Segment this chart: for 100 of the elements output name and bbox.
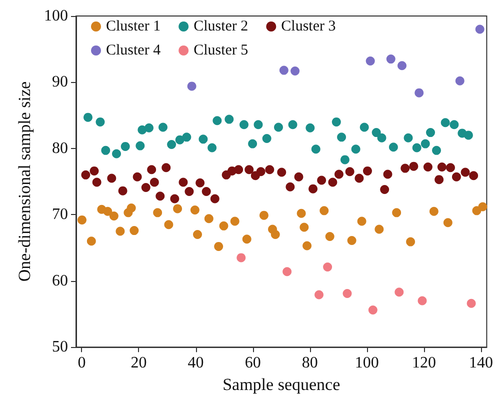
point — [455, 76, 464, 86]
point — [118, 186, 128, 196]
point — [340, 155, 350, 164]
point — [314, 290, 324, 300]
point — [153, 208, 162, 218]
point — [400, 164, 410, 173]
x-tick-label: 140 — [469, 354, 493, 372]
point — [96, 117, 105, 126]
point — [446, 163, 455, 172]
point — [450, 120, 459, 130]
point — [107, 174, 116, 183]
point — [460, 168, 470, 177]
point — [478, 202, 488, 212]
point — [366, 56, 375, 66]
point — [277, 168, 286, 177]
y-tick-label: 80 — [52, 140, 68, 157]
point — [440, 118, 450, 128]
x-tick-label: 80 — [302, 354, 318, 372]
point — [414, 88, 424, 98]
point — [380, 185, 390, 194]
point — [354, 174, 364, 183]
point — [406, 237, 416, 246]
point — [328, 178, 338, 187]
point — [141, 183, 150, 192]
y-tick-label: 50 — [52, 338, 68, 356]
point — [274, 122, 283, 132]
point — [224, 114, 234, 124]
point — [320, 206, 329, 216]
point — [368, 306, 378, 315]
point — [386, 54, 396, 64]
point — [306, 123, 315, 132]
legend-label: Cluster 4 — [106, 42, 162, 58]
point — [394, 288, 404, 297]
point — [170, 194, 180, 204]
point — [254, 120, 263, 130]
point — [126, 204, 136, 213]
point — [290, 66, 300, 76]
point — [288, 120, 298, 130]
point — [452, 172, 461, 182]
point — [383, 170, 392, 179]
point — [332, 117, 341, 126]
point — [372, 128, 381, 138]
y-tick-label: 70 — [52, 206, 68, 224]
point — [198, 134, 208, 144]
y-tick-label: 60 — [52, 272, 68, 290]
point — [147, 165, 156, 174]
point — [302, 241, 312, 250]
point — [351, 144, 360, 154]
point — [360, 122, 369, 132]
point — [92, 178, 102, 187]
point — [300, 222, 309, 232]
point — [279, 66, 288, 75]
point — [150, 178, 159, 187]
point — [242, 234, 252, 244]
point — [212, 116, 222, 126]
point — [420, 139, 430, 148]
x-axis-title: Sample sequence — [222, 375, 340, 394]
point — [311, 144, 320, 154]
point — [404, 133, 413, 142]
y-tick-label: 100 — [44, 8, 68, 24]
point — [469, 171, 478, 180]
point — [164, 220, 174, 230]
legend-label: Cluster 3 — [281, 18, 336, 34]
point — [214, 242, 224, 251]
point — [426, 128, 436, 138]
point — [429, 206, 438, 216]
point — [377, 133, 386, 142]
point — [236, 253, 246, 262]
point — [317, 176, 326, 185]
point — [270, 230, 280, 240]
point — [265, 165, 274, 174]
point — [210, 194, 220, 204]
point — [190, 206, 200, 215]
x-tick-label: 40 — [188, 354, 204, 372]
x-tick-label: 60 — [244, 354, 261, 372]
point — [193, 230, 202, 240]
point — [294, 172, 304, 182]
point — [167, 140, 176, 149]
point — [296, 208, 306, 218]
point — [388, 142, 398, 152]
legend-label: Cluster 2 — [194, 18, 248, 34]
legend-label: Cluster 1 — [106, 18, 161, 34]
point — [337, 132, 346, 142]
point — [81, 170, 90, 180]
point — [158, 122, 168, 132]
point — [90, 166, 99, 176]
point — [156, 192, 165, 201]
point — [286, 182, 295, 192]
point — [244, 165, 254, 174]
point — [392, 208, 402, 218]
point — [443, 218, 452, 228]
point — [86, 236, 96, 246]
x-tick-label: 0 — [78, 354, 86, 372]
point — [184, 186, 194, 196]
point — [308, 184, 318, 194]
point — [103, 206, 112, 216]
point — [475, 24, 484, 34]
point — [464, 130, 473, 140]
point — [282, 267, 292, 276]
point — [136, 141, 145, 150]
